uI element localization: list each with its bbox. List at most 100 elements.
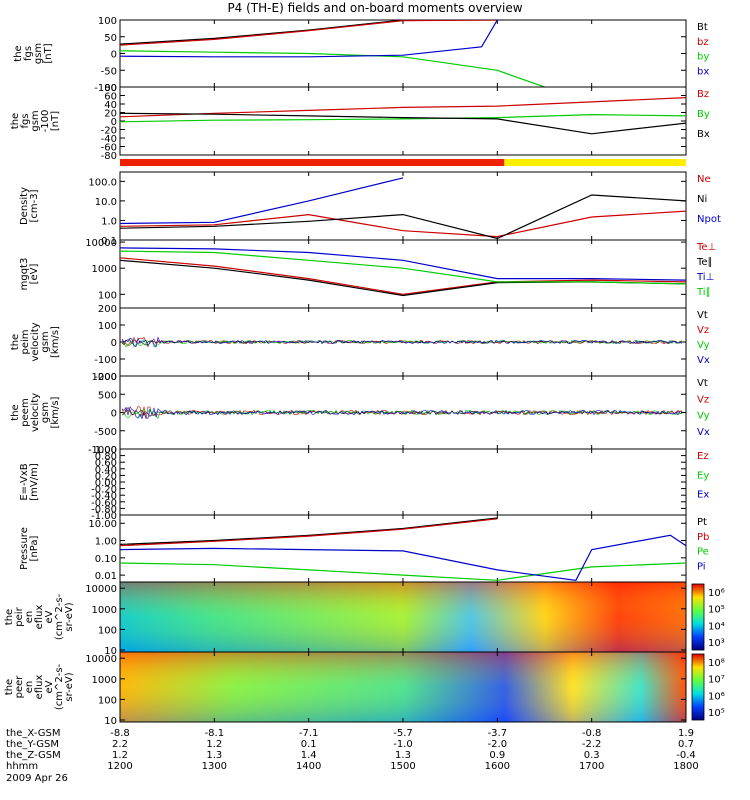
x-row-value: 0.3	[584, 750, 600, 761]
colorbar-label: 10⁴	[708, 621, 725, 632]
x-row-value: 1300	[202, 761, 227, 772]
legend-entry: bx	[697, 66, 709, 77]
x-row-value: 2.2	[112, 739, 128, 750]
y-tick-label: 0	[111, 409, 117, 420]
legend-entry: Ez	[697, 451, 709, 462]
legend-entry: Te∥	[696, 257, 713, 268]
colorbar-label: 10⁶	[708, 691, 725, 702]
y-axis-label: gsm	[30, 110, 41, 131]
y-tick-label: 1.00	[95, 445, 117, 456]
x-row-value: 1700	[579, 761, 604, 772]
y-axis-label: Pressure	[19, 527, 30, 570]
y-axis-label: [mV/m]	[29, 463, 40, 501]
x-row-value: 1.3	[206, 750, 222, 761]
x-axis-annotation: the_X-GSM -8.8 -8.1 -7.1 -5.7 -3.7 -0.8 1.9 the_…	[6, 728, 699, 772]
x-row-value: -2.0	[488, 739, 508, 750]
x-row-label: the_Y-GSM	[6, 739, 59, 750]
y-axis-label: eflux	[34, 605, 45, 630]
y-tick-label: 20	[104, 109, 117, 120]
panel-temperature	[119, 239, 687, 309]
y-axis-label: [km/s]	[50, 326, 61, 358]
panel-density	[119, 171, 687, 241]
y-axis-label: [nT]	[50, 111, 61, 131]
y-axis-label: sr-eV)	[64, 672, 75, 701]
panel-peer-spec	[119, 651, 705, 723]
y-tick-label: -40	[101, 134, 117, 145]
y-tick-label: 10000	[85, 584, 117, 595]
y-tick-label: 10.0	[95, 197, 117, 208]
x-row-value: -5.7	[393, 728, 413, 739]
colorbar-label: 10⁷	[708, 675, 725, 686]
series-line-Ni	[120, 194, 686, 240]
legend-entry: Vx	[697, 355, 710, 366]
status-bar	[120, 159, 686, 166]
x-row-value: 0.7	[678, 739, 694, 750]
y-tick-label: -1.00	[91, 511, 117, 522]
y-axis-label: gsm	[40, 402, 51, 423]
series-line-Bz	[120, 97, 686, 118]
colorbar	[691, 583, 705, 651]
panel-efield	[119, 448, 687, 516]
x-row-value: 1200	[107, 761, 132, 772]
y-axis-label: [cm-3]	[29, 189, 40, 222]
legend-entry: Pi	[697, 561, 706, 572]
series-line-Npot	[120, 177, 404, 225]
y-axis-label: eflux	[34, 675, 45, 700]
y-axis-label: eV	[44, 680, 55, 693]
series-line-Bx	[120, 112, 686, 135]
y-axis-label: gsm	[33, 43, 44, 64]
y-tick-label: 0.20	[95, 471, 117, 482]
x-row-value: 1.4	[301, 750, 317, 761]
y-tick-label: 100	[98, 625, 117, 636]
y-axis-label: peer	[14, 675, 25, 699]
y-axis-label: gsm	[40, 331, 51, 352]
x-row-value: 1800	[673, 761, 698, 772]
y-tick-label: 100	[98, 695, 117, 706]
y-axis-label: en	[24, 611, 35, 624]
colorbar-label: 10⁸	[708, 658, 725, 669]
y-tick-label: 1.0	[101, 216, 117, 227]
y-axis-label: velocity	[30, 393, 41, 432]
y-tick-label: 80	[104, 83, 117, 94]
legend-entry: Ne	[697, 174, 711, 185]
y-axis-label: [km/s]	[50, 396, 61, 428]
x-row-value: 1.3	[395, 750, 411, 761]
y-axis-label: [nT]	[43, 43, 54, 63]
x-row-value: 1.2	[206, 739, 222, 750]
legend-entry: Npot	[697, 214, 721, 225]
x-row-value: -0.8	[582, 728, 602, 739]
panel-pressure	[119, 514, 687, 583]
legend-entry: Vz	[697, 325, 709, 336]
y-tick-label: -100	[94, 83, 117, 94]
y-axis-label: (cm^2-s-	[54, 593, 65, 640]
y-axis-label: sr-eV)	[64, 602, 75, 631]
x-row-value: 0.1	[301, 739, 317, 750]
y-tick-label: 1.00	[95, 537, 117, 548]
colorbar-label: 10⁶	[708, 588, 725, 599]
y-axis-label: velocity	[30, 322, 41, 361]
legend-entry: Bz	[697, 89, 709, 100]
series-line-Pe	[120, 562, 686, 581]
y-tick-label: 0.00	[95, 478, 117, 489]
y-axis-label: Density	[19, 187, 30, 225]
y-tick-label: -0.80	[91, 504, 117, 515]
y-tick-label: 0	[111, 117, 117, 128]
y-axis-label: [eV]	[29, 264, 40, 285]
y-tick-label: 0.40	[95, 465, 117, 476]
y-axis-label: peir	[14, 606, 25, 626]
y-axis-label: fgs	[23, 46, 34, 61]
legend-entry: Vt	[697, 378, 708, 389]
legend-entry: Bt	[697, 22, 708, 33]
panel-frame	[119, 448, 687, 516]
x-row-value: -8.1	[205, 728, 225, 739]
y-axis-label: the	[13, 45, 24, 61]
series-line-Te⊥	[120, 257, 686, 295]
y-tick-label: 200	[98, 304, 117, 315]
velocity-trace	[121, 406, 683, 420]
y-axis-label: the	[4, 679, 15, 695]
panel-frame	[119, 86, 687, 156]
legend-entry: Ni	[697, 194, 707, 205]
x-row-value: -0.4	[676, 750, 696, 761]
y-tick-label: 10000	[85, 238, 117, 249]
velocity-trace	[121, 336, 683, 348]
